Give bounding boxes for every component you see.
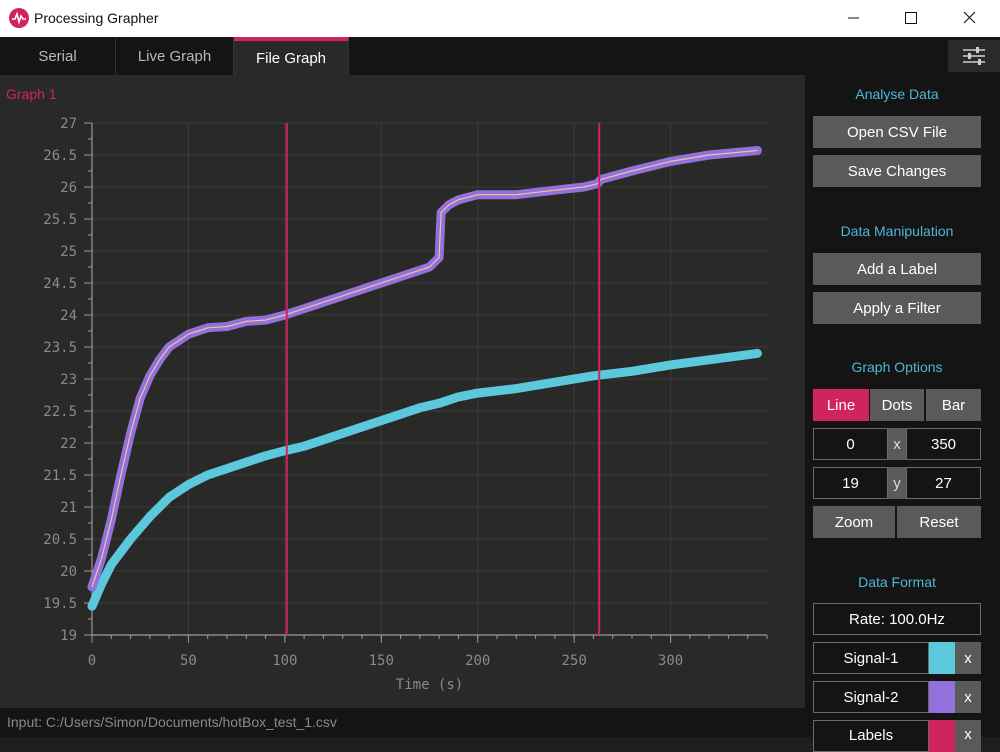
title-bar: Processing Grapher <box>0 0 1000 37</box>
line-chart[interactable]: 19 19.5 20 20.5 21 21.5 22 22.5 23 23.5 24 24.5 25 25… <box>0 75 805 708</box>
signal-2-remove-button[interactable]: x <box>955 681 981 713</box>
app-icon <box>9 8 29 28</box>
x-max-input[interactable]: 350 <box>906 428 981 460</box>
data-format-heading: Data Format <box>858 574 936 590</box>
y-separator: y <box>888 467 906 499</box>
signal-1-remove-button[interactable]: x <box>955 642 981 674</box>
x-tick-label: 250 <box>561 653 586 669</box>
tab-bar: Serial Live Graph File Graph <box>0 37 1000 75</box>
reset-button[interactable]: Reset <box>897 506 981 538</box>
signal-2-color-swatch[interactable] <box>929 681 955 713</box>
sidebar: Analyse Data Open CSV File Save Changes … <box>805 75 1000 752</box>
y-tick-label: 22 <box>60 436 77 452</box>
y-tick-label: 24.5 <box>43 276 77 292</box>
window-title: Processing Grapher <box>34 10 159 26</box>
analyse-data-heading: Analyse Data <box>855 86 939 102</box>
signal-2-name[interactable]: Signal-2 <box>813 681 929 713</box>
status-bar: Input: C:/Users/Simon/Documents/hotBox_t… <box>0 708 805 737</box>
settings-sliders-icon[interactable] <box>948 40 1000 72</box>
y-tick-label: 25 <box>60 244 77 260</box>
tab-serial[interactable]: Serial <box>0 37 116 75</box>
y-tick-label: 20.5 <box>43 532 77 548</box>
y-max-input[interactable]: 27 <box>906 467 981 499</box>
x-tick-label: 150 <box>369 653 394 669</box>
labels-color-swatch[interactable] <box>929 720 955 752</box>
zoom-button[interactable]: Zoom <box>813 506 896 538</box>
labels-remove-button[interactable]: x <box>955 720 981 752</box>
y-tick-label: 24 <box>60 308 77 324</box>
x-tick-label: 0 <box>88 653 96 669</box>
y-tick-label: 22.5 <box>43 404 77 420</box>
save-changes-button[interactable]: Save Changes <box>813 155 981 187</box>
tab-live-graph[interactable]: Live Graph <box>116 37 234 75</box>
graph-panel[interactable]: 19 19.5 20 20.5 21 21.5 22 22.5 23 23.5 24 24.5 25 25… <box>0 75 805 708</box>
signal-1-name[interactable]: Signal-1 <box>813 642 929 674</box>
x-tick-label: 100 <box>272 653 297 669</box>
y-tick-label: 23.5 <box>43 340 77 356</box>
graph-options-heading: Graph Options <box>851 359 943 375</box>
tab-file-graph[interactable]: File Graph <box>234 37 349 75</box>
close-icon[interactable] <box>946 0 992 37</box>
signal-1-color-swatch[interactable] <box>929 642 955 674</box>
y-tick-label: 19.5 <box>43 596 77 612</box>
apply-filter-button[interactable]: Apply a Filter <box>813 292 981 324</box>
y-tick-label: 26.5 <box>43 148 77 164</box>
y-tick-label: 27 <box>60 116 77 132</box>
series-line-1 <box>87 348 762 611</box>
minimize-icon[interactable] <box>830 0 876 37</box>
x-min-input[interactable]: 0 <box>813 428 888 460</box>
x-tick-label: 50 <box>180 653 197 669</box>
y-tick-label: 21.5 <box>43 468 77 484</box>
x-axis-label: Time (s) <box>396 677 463 693</box>
open-csv-button[interactable]: Open CSV File <box>813 116 981 148</box>
y-tick-label: 26 <box>60 180 77 196</box>
line-mode-button[interactable]: Line <box>813 389 869 421</box>
series-filtered-line-2 <box>91 149 758 588</box>
maximize-icon[interactable] <box>888 0 934 37</box>
x-tick-label: 300 <box>658 653 683 669</box>
input-file-path: Input: C:/Users/Simon/Documents/hotBox_t… <box>7 714 337 730</box>
y-tick-label: 19 <box>60 628 77 644</box>
y-tick-label: 25.5 <box>43 212 77 228</box>
data-manipulation-heading: Data Manipulation <box>840 223 954 239</box>
y-min-input[interactable]: 19 <box>813 467 888 499</box>
dots-mode-button[interactable]: Dots <box>870 389 925 421</box>
y-tick-label: 23 <box>60 372 77 388</box>
x-tick-label: 200 <box>465 653 490 669</box>
y-tick-label: 21 <box>60 500 77 516</box>
labels-name[interactable]: Labels <box>813 720 929 752</box>
graph-title: Graph 1 <box>6 86 57 102</box>
bar-mode-button[interactable]: Bar <box>926 389 981 421</box>
x-separator: x <box>888 428 906 460</box>
add-label-button[interactable]: Add a Label <box>813 253 981 285</box>
y-tick-label: 20 <box>60 564 77 580</box>
sample-rate-input[interactable]: Rate: 100.0Hz <box>813 603 981 635</box>
